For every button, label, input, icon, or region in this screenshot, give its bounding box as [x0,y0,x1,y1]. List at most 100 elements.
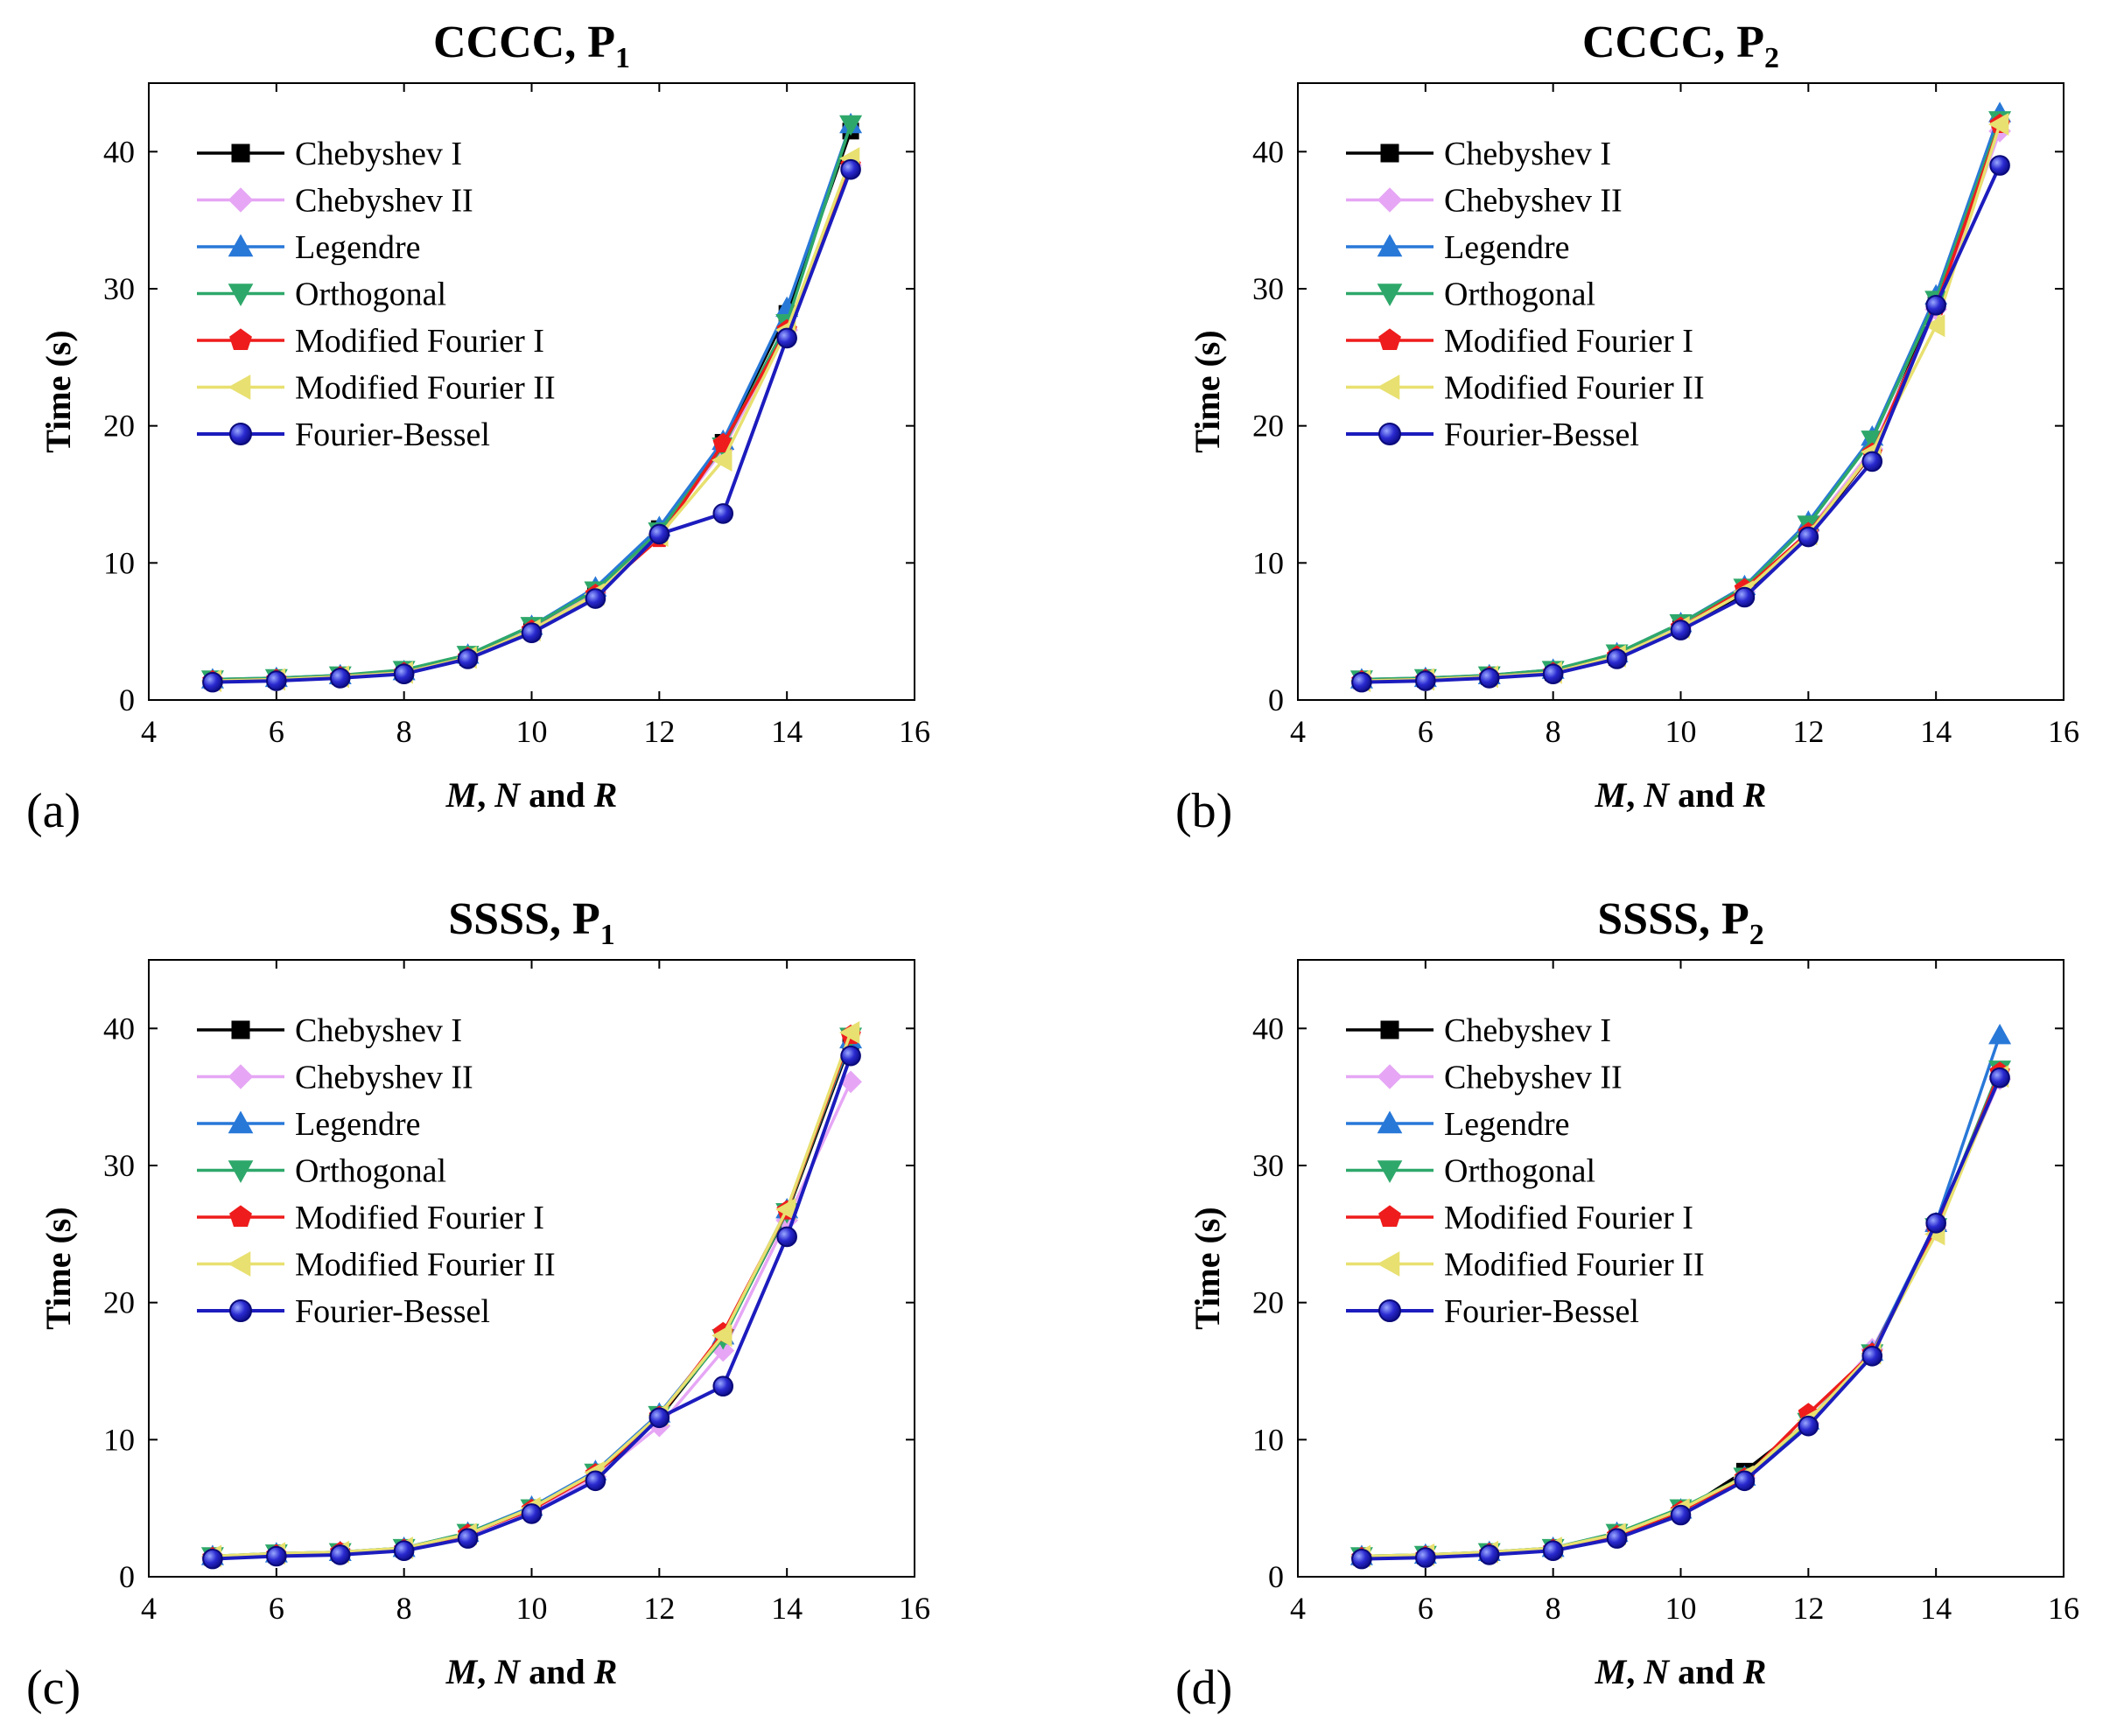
y-tick-label: 0 [119,682,135,718]
x-axis-label-part: , [477,775,494,815]
chart-title-main: CCCC, P [1582,18,1764,67]
legend-marker [1377,284,1403,307]
legend-marker [228,234,254,257]
y-tick-label: 0 [1268,682,1284,718]
data-point [1542,663,1564,685]
legend-label: Fourier-Bessel [295,1293,490,1330]
x-axis-label-part: N [1643,775,1671,815]
legend-item: Chebyshev I [197,1012,462,1049]
y-tick-label: 20 [103,409,135,444]
legend-item: Orthogonal [1346,276,1595,313]
legend-label: Modified Fourier I [295,1200,544,1236]
data-point [202,671,223,693]
data-point [521,622,543,644]
legend-item: Legendre [197,1106,420,1143]
y-tick-label: 40 [103,1011,135,1046]
y-tick-label: 0 [119,1559,135,1594]
legend-label: Chebyshev I [1444,1012,1611,1049]
x-tick-label: 6 [269,714,284,749]
legend-marker [1377,1160,1403,1184]
y-tick-label: 30 [103,1148,135,1183]
legend-label: Chebyshev I [295,1012,462,1049]
x-tick-label: 8 [396,1591,412,1626]
series-fourier-bessel [202,1045,861,1570]
data-point [1415,1547,1436,1568]
chart-title-main: SSSS, P [448,894,599,944]
x-tick-label: 4 [141,714,157,749]
x-axis-label-part: R [593,775,618,815]
legend-item: Legendre [197,229,420,266]
data-point [329,668,351,689]
legend-item: Chebyshev II [197,183,473,220]
legend-marker [1380,1020,1399,1040]
legend-label: Chebyshev II [295,1060,473,1096]
legend-item: Modified Fourier I [197,323,544,360]
legend-item: Chebyshev I [1346,136,1611,172]
legend-label: Chebyshev II [1444,183,1623,220]
legend-marker [1378,328,1401,351]
data-point [1415,670,1436,691]
legend-item: Modified Fourier II [197,1247,556,1284]
data-point [648,1407,670,1429]
legend-marker [228,374,251,400]
y-tick-label: 20 [103,1285,135,1320]
y-axis-label: Time (s) [39,1207,78,1329]
data-point [393,1540,415,1562]
x-axis-label: M, N and R [445,775,618,815]
data-point [1670,1504,1692,1526]
data-point [712,1324,733,1348]
chart-title-subscript: 1 [600,919,615,951]
legend-label: Chebyshev II [295,183,473,220]
legend-marker [228,1110,254,1134]
data-point [1989,1067,2010,1088]
x-axis-label-part: R [1742,1652,1767,1691]
chart-panel-c: 4 6 8 10 12 14 16 0 10 20 30 40 SSSS, P1 M, N and R Ti… [26,894,930,1715]
legend-label: Orthogonal [295,1153,446,1190]
data-point [1798,1415,1819,1437]
x-tick-label: 12 [1792,1591,1824,1626]
chart-title-subscript: 2 [1749,919,1764,951]
legend-item: Modified Fourier II [1346,370,1705,407]
x-axis-label: M, N and R [445,1652,618,1691]
legend-label: Orthogonal [1444,276,1595,313]
legend-item: Chebyshev I [1346,1012,1611,1049]
data-point [1861,451,1883,472]
y-tick-label: 10 [103,1422,135,1457]
x-tick-label: 12 [1792,714,1824,749]
x-tick-label: 8 [1546,714,1561,749]
legend-marker [228,1251,251,1277]
legend-marker [1377,374,1400,400]
panel-label: (a) [26,784,81,838]
x-tick-label: 16 [899,714,930,749]
legend-label: Orthogonal [1444,1153,1595,1190]
y-axis-label: Time (s) [39,330,78,452]
legend-marker [229,1205,252,1228]
legend-marker [228,284,254,307]
data-point [585,1470,606,1492]
x-tick-label: 16 [2048,714,2079,749]
legend-marker [228,187,254,213]
legend-label: Modified Fourier I [1444,323,1693,360]
series-fourier-bessel [1351,1067,2010,1570]
x-axis-label-part: , [1626,1652,1644,1691]
data-point [712,1376,734,1397]
data-point [457,648,479,669]
x-axis-label-part: , [477,1652,494,1691]
y-tick-label: 30 [103,271,135,306]
chart-title-subscript: 1 [615,42,630,74]
data-point [1989,155,2010,176]
y-tick-label: 30 [1252,271,1284,306]
chart-title: SSSS, P1 [448,894,614,951]
legend-label: Chebyshev I [295,136,462,172]
y-tick-label: 10 [1252,545,1284,580]
legend-marker [1380,144,1399,163]
chart-panel-b: 4 6 8 10 12 14 16 0 10 20 30 40 CCCC, P2 M, N and R Ti… [1175,18,2079,838]
data-point [839,115,863,136]
legend-item: Fourier-Bessel [1346,1293,1639,1330]
data-point [1542,1540,1564,1562]
x-tick-label: 10 [516,1591,548,1626]
data-point [648,523,670,545]
data-point [776,1226,797,1248]
legend-label: Modified Fourier II [1444,1247,1705,1284]
